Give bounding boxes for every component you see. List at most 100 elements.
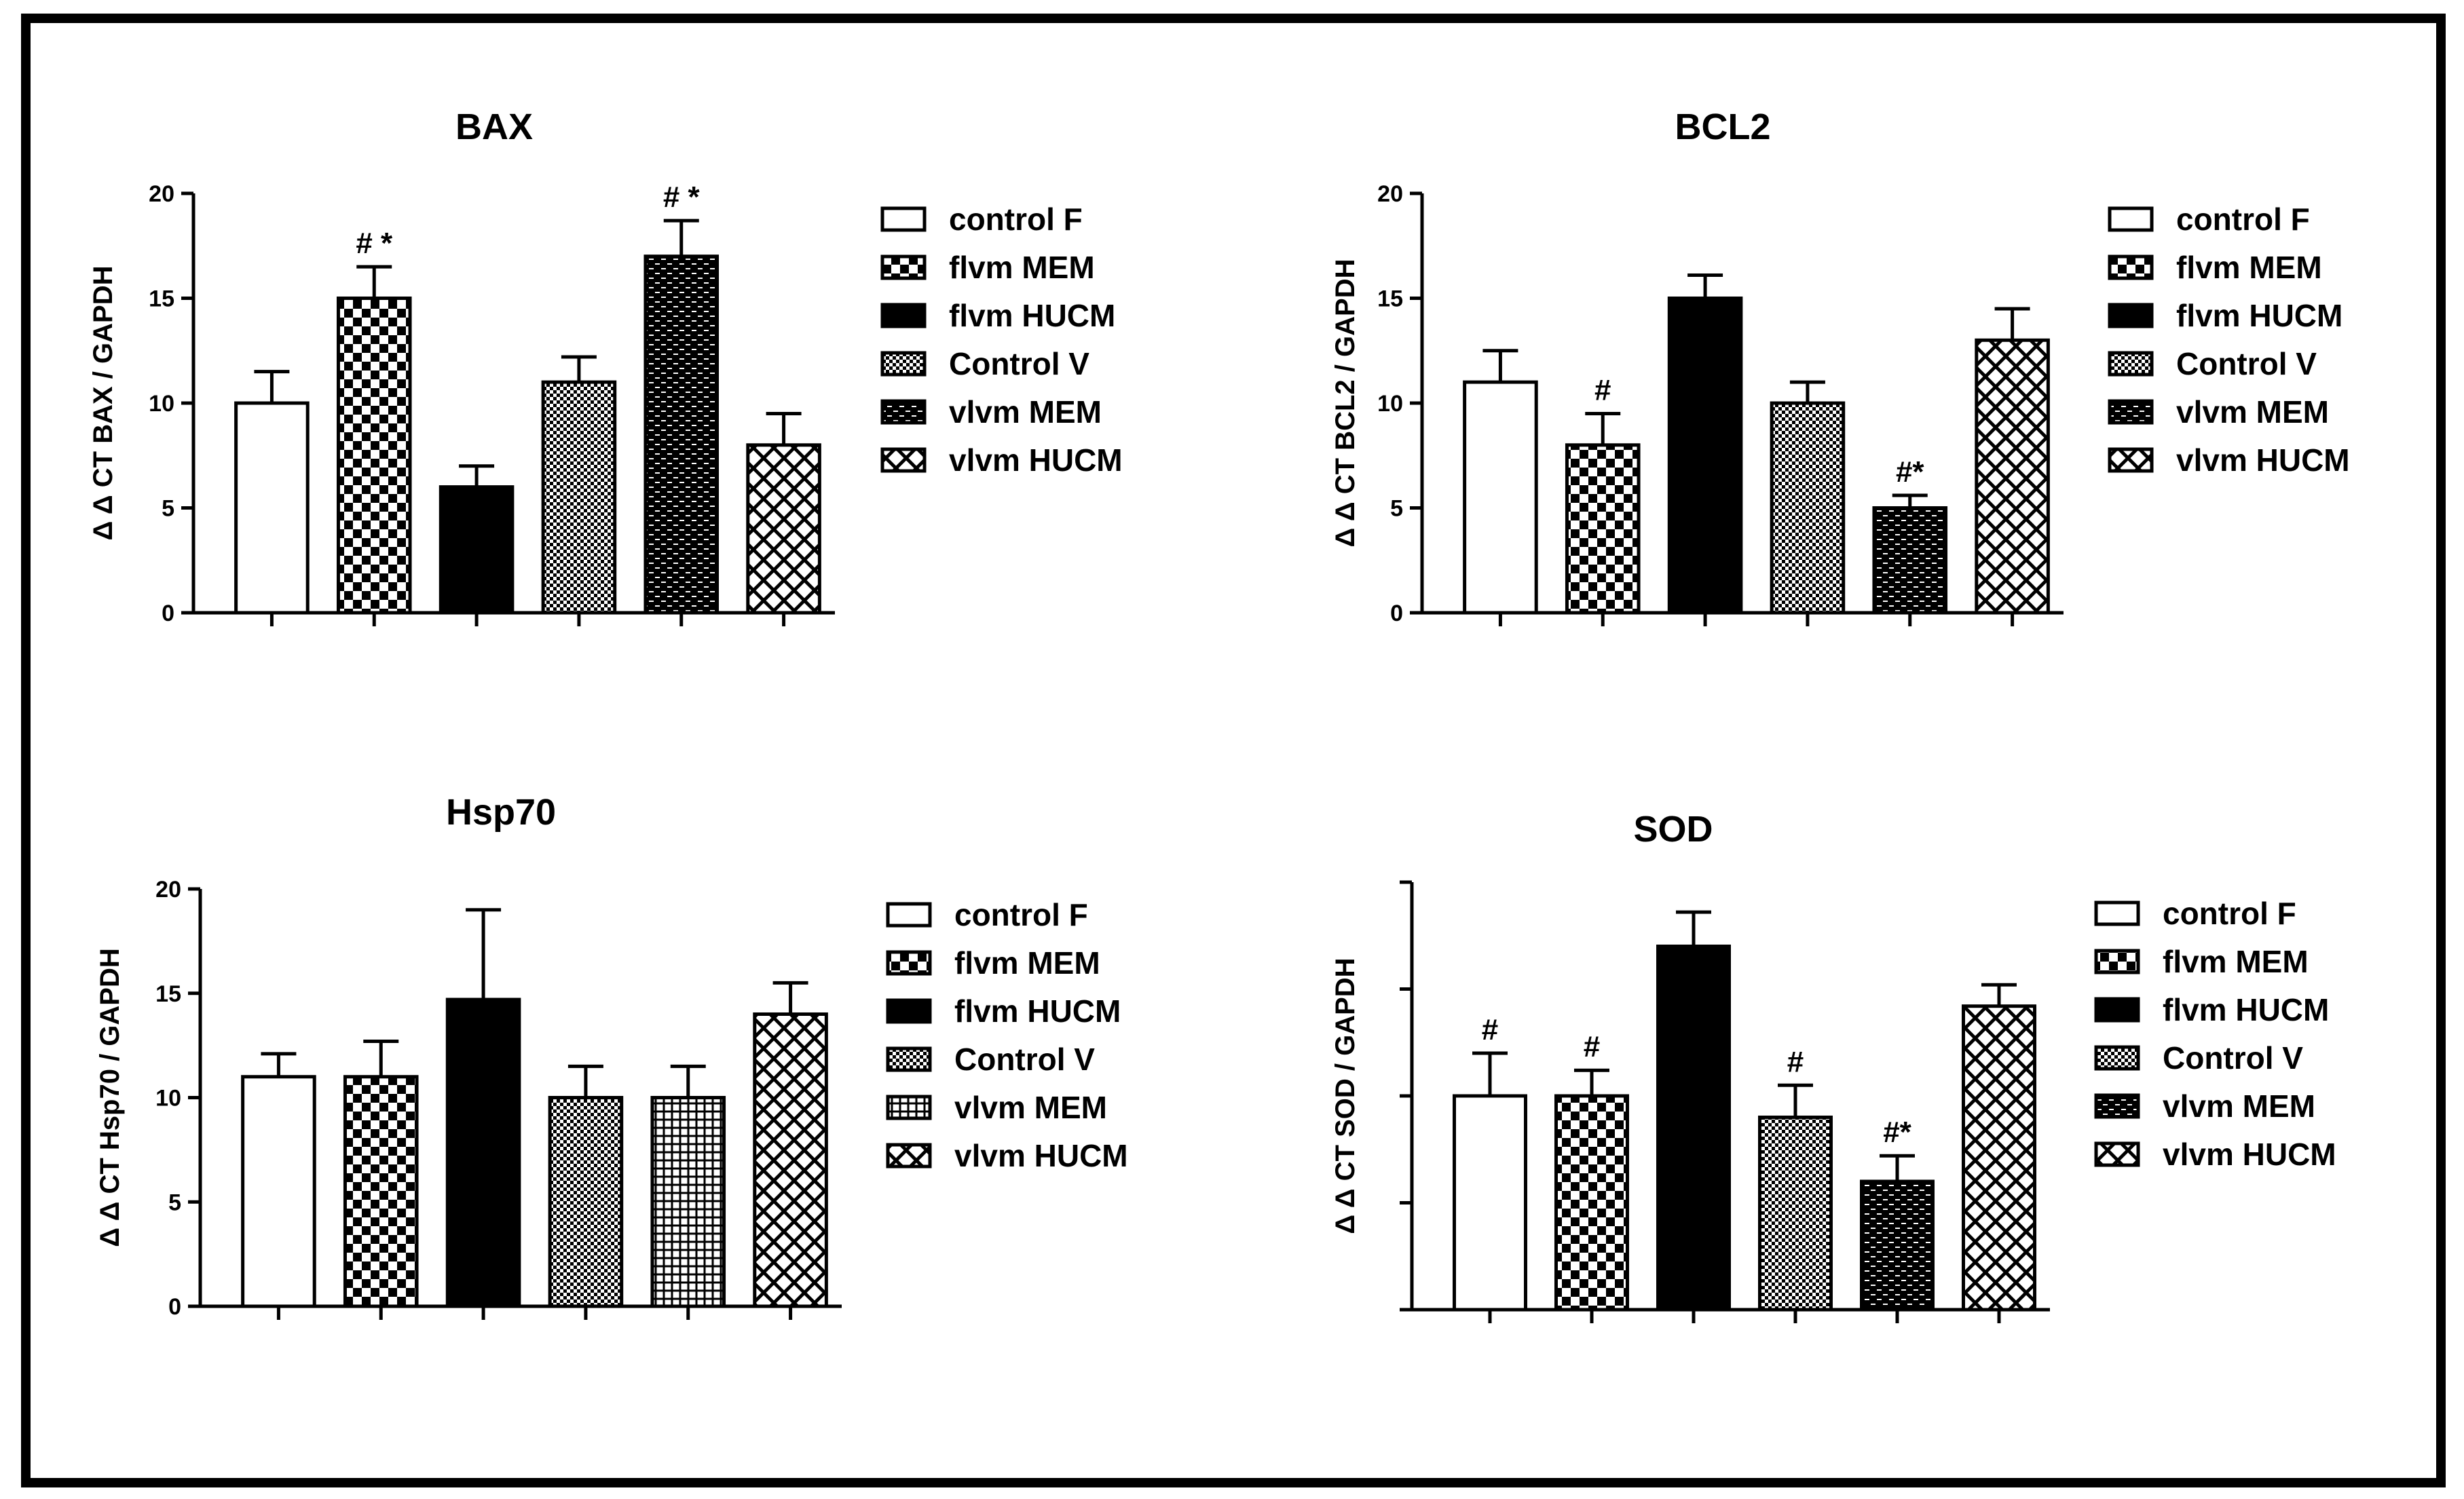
y-tick-label: 0 xyxy=(162,601,174,626)
legend-label: vlvm HUCM xyxy=(2176,442,2350,478)
bar-vlvm-mem xyxy=(1860,1179,1935,1312)
legend-swatch xyxy=(2094,1141,2140,1167)
legend-label: control F xyxy=(2163,896,2296,931)
chart-title: Hsp70 xyxy=(446,792,556,833)
legend-swatch xyxy=(886,950,932,976)
legend: control F flvm MEM flvm HUCM Control V vlvm … xyxy=(2094,896,2336,1172)
bar-control-v xyxy=(548,1096,624,1308)
legend-label: control F xyxy=(2176,202,2310,237)
bar-vlvm-hucm xyxy=(746,443,821,615)
bar-flvm-hucm xyxy=(438,485,515,615)
legend-swatch xyxy=(2108,254,2154,280)
y-tick-label: 15 xyxy=(1377,286,1403,312)
y-tick-label: 5 xyxy=(168,1190,181,1215)
legend-label: Control V xyxy=(949,346,1089,381)
legend-label: flvm MEM xyxy=(949,250,1095,285)
legend-swatch xyxy=(880,399,927,425)
chart-title: BCL2 xyxy=(1675,107,1770,147)
panel-sod: SOD Δ Δ CT SOD / GAPDH # # # #* control F flvm … xyxy=(1330,809,2336,1323)
y-tick-label: 10 xyxy=(149,391,174,417)
chart-title: SOD xyxy=(1633,809,1713,850)
significance-label: # xyxy=(1594,373,1611,406)
bar-control-v xyxy=(541,380,617,615)
bar-control-v xyxy=(1770,401,1846,615)
bar-vlvm-hucm xyxy=(1975,338,2050,615)
y-tick-label: 20 xyxy=(149,181,174,207)
y-axis-label: Δ Δ CT BAX / GAPDH xyxy=(88,266,118,541)
y-tick-label: 15 xyxy=(149,286,174,312)
legend-swatch xyxy=(880,206,927,232)
legend-label: flvm MEM xyxy=(2176,250,2322,285)
legend-label: flvm HUCM xyxy=(949,298,1115,333)
legend: control F flvm MEM flvm HUCM Control V vlvm … xyxy=(2108,202,2350,478)
y-axis-label: Δ Δ CT Hsp70 / GAPDH xyxy=(95,948,125,1247)
bar-flvm-hucm xyxy=(445,998,521,1308)
legend-swatch xyxy=(2094,1093,2140,1119)
legend-label: vlvm MEM xyxy=(2176,394,2329,430)
bar-control-f xyxy=(1463,380,1538,615)
legend-label: Control V xyxy=(954,1042,1095,1077)
y-tick-label: 5 xyxy=(1390,496,1403,522)
legend-swatch xyxy=(2094,997,2140,1023)
legend-swatch xyxy=(880,447,927,473)
y-tick-label: 10 xyxy=(155,1086,181,1112)
legend: control F flvm MEM flvm HUCM Control V vlvm … xyxy=(880,202,1123,478)
legend-swatch xyxy=(886,1046,932,1072)
bar-control-v xyxy=(1758,1116,1833,1312)
legend-label: vlvm MEM xyxy=(2163,1088,2315,1124)
chart-title: BAX xyxy=(455,107,533,147)
significance-label: # xyxy=(1787,1045,1804,1078)
legend-label: flvm MEM xyxy=(2163,944,2309,979)
legend-label: flvm HUCM xyxy=(2176,298,2342,333)
legend-swatch xyxy=(880,303,927,328)
significance-label: # xyxy=(1584,1030,1600,1063)
legend-swatch xyxy=(880,254,927,280)
y-tick-label: 5 xyxy=(162,496,174,522)
significance-label: # * xyxy=(663,181,701,214)
legend-swatch xyxy=(2108,351,2154,377)
legend-label: Control V xyxy=(2163,1040,2303,1076)
bar-flvm-mem xyxy=(343,1075,419,1308)
legend-swatch xyxy=(2108,447,2154,473)
legend-swatch xyxy=(2094,900,2140,926)
figure-border xyxy=(21,14,2446,1487)
legend-swatch xyxy=(886,1143,932,1169)
y-tick-label: 15 xyxy=(155,981,181,1007)
significance-label: # xyxy=(1482,1013,1498,1046)
panel-bcl2: BCL2 Δ Δ CT BCL2 / GAPDH 0 5 10 15 20 # #* contro… xyxy=(1330,107,2350,626)
legend-swatch xyxy=(886,902,932,928)
bar-vlvm-hucm xyxy=(1962,1004,2036,1312)
legend-swatch xyxy=(880,351,927,377)
bar-flvm-mem xyxy=(1565,443,1641,615)
bar-flvm-mem xyxy=(336,297,412,615)
bar-control-f xyxy=(241,1075,316,1308)
legend-swatch xyxy=(2094,1045,2140,1071)
legend-swatch xyxy=(2094,949,2140,974)
legend-label: vlvm HUCM xyxy=(2163,1137,2336,1172)
y-tick-label: 0 xyxy=(1390,601,1403,626)
bar-flvm-mem xyxy=(1554,1094,1629,1312)
bar-flvm-hucm xyxy=(1667,297,1743,615)
legend-label: vlvm MEM xyxy=(949,394,1102,430)
y-tick-label: 20 xyxy=(155,877,181,903)
bar-vlvm-mem xyxy=(643,254,720,615)
legend-label: control F xyxy=(954,897,1088,932)
y-tick-label: 10 xyxy=(1377,391,1403,417)
bar-flvm-hucm xyxy=(1656,945,1731,1312)
legend-swatch xyxy=(2108,399,2154,425)
legend-label: vlvm HUCM xyxy=(954,1138,1128,1173)
bar-control-f xyxy=(234,401,310,615)
bar-vlvm-mem xyxy=(1872,506,1948,615)
legend-label: vlvm MEM xyxy=(954,1090,1107,1125)
legend-label: flvm MEM xyxy=(954,945,1100,981)
legend-label: Control V xyxy=(2176,346,2317,381)
bar-vlvm-mem xyxy=(650,1096,726,1308)
y-tick-label: 20 xyxy=(1377,181,1403,207)
panel-hsp70: Hsp70 Δ Δ CT Hsp70 / GAPDH 0 5 10 15 20 control… xyxy=(95,792,1128,1320)
bar-vlvm-hucm xyxy=(753,1012,828,1308)
significance-label: #* xyxy=(1896,455,1924,489)
legend-label: vlvm HUCM xyxy=(949,442,1123,478)
y-axis-label: Δ Δ CT SOD / GAPDH xyxy=(1330,957,1360,1234)
legend-label: flvm HUCM xyxy=(954,993,1121,1029)
panel-bax: BAX Δ Δ CT BAX / GAPDH 0 5 10 15 20 # * # * contr… xyxy=(88,107,1123,626)
